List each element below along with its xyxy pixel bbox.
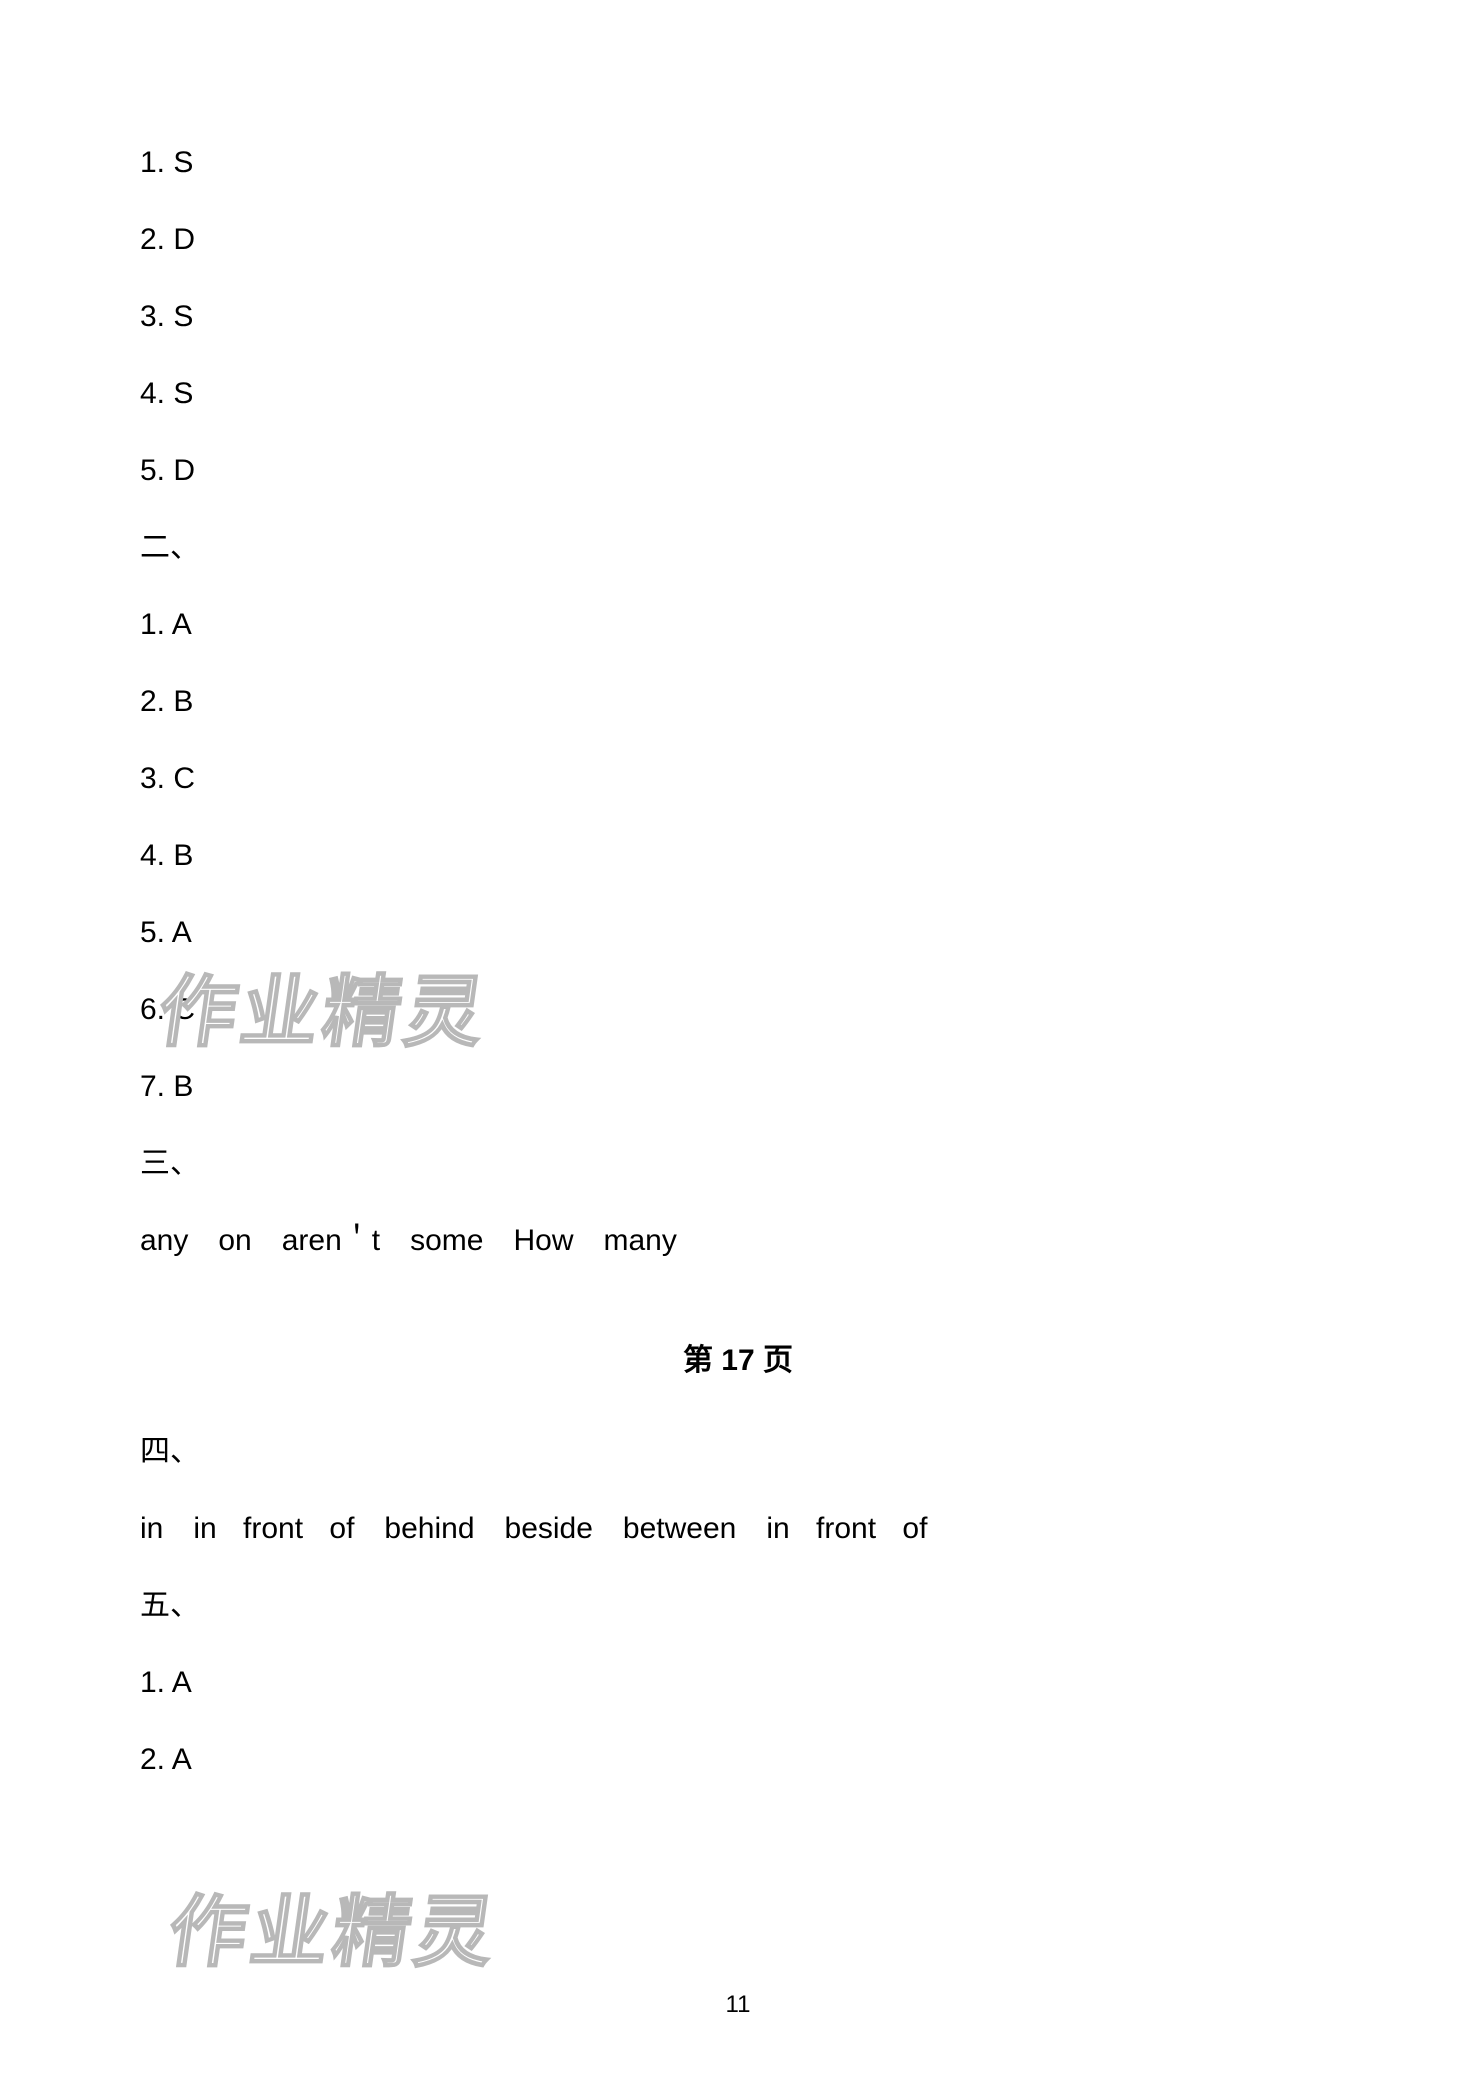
answer-item: 4. B bbox=[140, 833, 1336, 878]
answer-item: 6. C bbox=[140, 987, 1336, 1032]
answer-number: 5. bbox=[140, 916, 165, 949]
answer-value: B bbox=[173, 685, 193, 718]
page-number: 11 bbox=[726, 1991, 751, 2019]
section-4-heading: 四、 bbox=[140, 1429, 1336, 1474]
answer-number: 2. bbox=[140, 685, 165, 718]
section-1-answers: 1. S 2. D 3. S 4. S 5. D bbox=[140, 140, 1336, 493]
answer-value: S bbox=[173, 146, 193, 179]
answer-value: A bbox=[172, 608, 192, 641]
answer-item: 5. A bbox=[140, 910, 1336, 955]
answer-number: 1. bbox=[140, 1666, 165, 1699]
answer-item: 7. B bbox=[140, 1064, 1336, 1109]
answer-value: D bbox=[173, 454, 195, 487]
answer-value: A bbox=[172, 1743, 192, 1776]
answer-number: 7. bbox=[140, 1070, 165, 1103]
answer-number: 3. bbox=[140, 762, 165, 795]
answer-item: 3. S bbox=[140, 294, 1336, 339]
answer-item: 1. A bbox=[140, 602, 1336, 647]
answer-item: 1. A bbox=[140, 1660, 1336, 1705]
answer-number: 2. bbox=[140, 223, 165, 256]
answer-item: 4. S bbox=[140, 371, 1336, 416]
answer-number: 2. bbox=[140, 1743, 165, 1776]
answer-value: C bbox=[173, 993, 195, 1026]
answer-item: 2. A bbox=[140, 1737, 1336, 1782]
answer-item: 2. D bbox=[140, 217, 1336, 262]
answer-item: 3. C bbox=[140, 756, 1336, 801]
answer-value: D bbox=[173, 223, 195, 256]
answer-item: 2. B bbox=[140, 679, 1336, 724]
answer-number: 1. bbox=[140, 608, 165, 641]
answer-value: C bbox=[173, 762, 195, 795]
answer-number: 4. bbox=[140, 839, 165, 872]
section-2-answers: 1. A 2. B 3. C 4. B 5. A 6. C 7. B bbox=[140, 602, 1336, 1109]
section-3-heading: 三、 bbox=[140, 1141, 1336, 1186]
answer-number: 3. bbox=[140, 300, 165, 333]
watermark-text: 作业精灵 bbox=[162, 1870, 506, 1982]
answer-item: 5. D bbox=[140, 448, 1336, 493]
answer-value: A bbox=[172, 1666, 192, 1699]
section-4-answers: in in front of behind beside between in … bbox=[140, 1506, 1336, 1551]
section-3-answers: any on aren＇t some How many bbox=[140, 1218, 1336, 1263]
section-5-answers: 1. A 2. A bbox=[140, 1660, 1336, 1782]
answer-number: 6. bbox=[140, 993, 165, 1026]
answer-number: 5. bbox=[140, 454, 165, 487]
document-content: 1. S 2. D 3. S 4. S 5. D 二、 1. A 2. B bbox=[0, 0, 1476, 1782]
section-2-heading: 二、 bbox=[140, 525, 1336, 570]
answer-value: A bbox=[172, 916, 192, 949]
answer-item: 1. S bbox=[140, 140, 1336, 185]
answer-value: S bbox=[173, 377, 193, 410]
answer-value: B bbox=[173, 839, 193, 872]
section-5-heading: 五、 bbox=[140, 1583, 1336, 1628]
answer-number: 1. bbox=[140, 146, 165, 179]
answer-value: S bbox=[173, 300, 193, 333]
answer-number: 4. bbox=[140, 377, 165, 410]
page-header: 第 17 页 bbox=[140, 1335, 1336, 1379]
answer-value: B bbox=[173, 1070, 193, 1103]
